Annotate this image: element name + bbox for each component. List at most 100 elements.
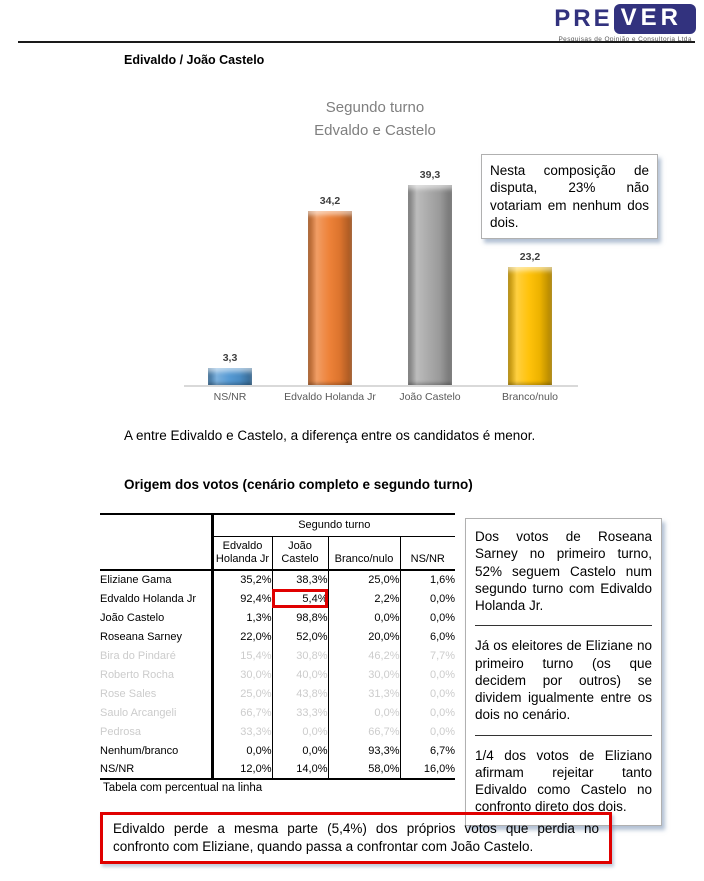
table-group-row: Segundo turno	[100, 513, 456, 571]
table-row: NS/NR 12,0% 14,0% 58,0% 16,0%	[100, 760, 456, 780]
row-label: Roberto Rocha	[100, 668, 174, 681]
cell: 0,0%	[399, 703, 456, 722]
logo-text-ver: VER	[613, 4, 696, 34]
cell: 16,0%	[399, 760, 456, 780]
table-row: Bira do Pindaré 15,4% 30,8% 46,2% 7,7%	[100, 646, 456, 665]
cell: 33,3%	[271, 703, 328, 722]
cell: 0,0%	[327, 608, 400, 627]
bar	[408, 185, 452, 385]
row-label: Roseana Sarney	[100, 630, 182, 643]
cell: 15,4%	[210, 646, 272, 665]
chart-comment: A entre Edivaldo e Castelo, a diferença …	[124, 428, 536, 443]
cell: 2,2%	[327, 589, 400, 608]
cell: 0,0%	[210, 741, 272, 760]
table-row: Edvaldo Holanda Jr 92,4% 5,4% 2,2% 0,0%	[100, 589, 456, 608]
cell: 1,6%	[399, 570, 456, 589]
bar-chart-xaxis: NS/NR Edvaldo Holanda Jr João Castelo Branc…	[180, 391, 580, 403]
bar	[208, 368, 252, 385]
column-header: Branco/nulo	[327, 536, 400, 571]
table-row: Roberto Rocha 30,0% 40,0% 30,0% 0,0%	[100, 665, 456, 684]
cell: 46,2%	[327, 646, 400, 665]
cell: 35,2%	[210, 570, 272, 589]
cell: 98,8%	[271, 608, 328, 627]
category-label: NS/NR	[213, 391, 247, 403]
category-label: Branco/nulo	[501, 391, 559, 403]
category-label: Edvaldo Holanda Jr	[284, 391, 376, 403]
row-label: Edvaldo Holanda Jr	[100, 592, 197, 605]
table-body: Eliziane Gama 35,2% 38,3% 25,0% 1,6% Edvaldo …	[100, 570, 456, 780]
bar	[308, 211, 352, 385]
group-header: Segundo turno	[210, 513, 456, 537]
cell: 0,0%	[399, 665, 456, 684]
chart-title-line2: Edvaldo e Castelo	[314, 122, 436, 140]
table-section-title: Origem dos votos (cenário completo e seg…	[124, 477, 473, 492]
bar-value-label: 39,3	[419, 169, 441, 181]
chart-title-line1: Segundo turno	[325, 99, 425, 116]
bar-group: 34,2	[280, 195, 380, 385]
cell: 33,3%	[210, 722, 272, 741]
row-label: Eliziane Gama	[100, 574, 172, 586]
table-corner-cell	[100, 513, 212, 571]
cell: 0,0%	[327, 703, 400, 722]
table-row: Rose Sales 25,0% 43,8% 31,3% 0,0%	[100, 684, 456, 703]
cell: 0,0%	[399, 684, 456, 703]
logo-text-pre: PRE	[554, 5, 613, 32]
table-row: João Castelo 1,3% 98,8% 0,0% 0,0%	[100, 608, 456, 627]
table-row: Roseana Sarney 22,0% 52,0% 20,0% 6,0%	[100, 627, 456, 646]
conclusion-box: Edivaldo perde a mesma parte (5,4%) dos …	[100, 812, 612, 864]
table-header: Segundo turno Edvaldo Holanda Jr João Cas…	[100, 513, 456, 571]
row-label: Nenhum/branco	[100, 744, 179, 757]
column-header: João Castelo	[271, 536, 328, 571]
cell: 25,0%	[210, 684, 272, 703]
cell: 0,0%	[399, 722, 456, 741]
cell: 25,0%	[327, 570, 400, 589]
note-divider	[475, 625, 652, 627]
cell: 31,3%	[327, 684, 400, 703]
cell: 66,7%	[210, 703, 272, 722]
chart-title: Segundo turno Edvaldo e Castelo	[175, 96, 575, 143]
bar-group: 23,2	[480, 251, 580, 385]
bar-group: 39,3	[380, 169, 480, 385]
row-label: Rose Sales	[100, 687, 157, 700]
row-label: Bira do Pindaré	[100, 649, 176, 662]
cell: 0,0%	[399, 589, 456, 608]
cell: 43,8%	[271, 684, 328, 703]
column-header: NS/NR	[399, 536, 456, 571]
cell: 0,0%	[271, 741, 328, 760]
cell: 92,4%	[210, 589, 272, 608]
row-label: Saulo Arcangeli	[100, 706, 177, 719]
logo-wordmark: PRE VER	[554, 4, 696, 34]
category-label: João Castelo	[399, 391, 461, 403]
row-label: Pedrosa	[100, 725, 141, 738]
page-title: Edivaldo / João Castelo	[124, 53, 265, 67]
cell: 6,0%	[399, 627, 456, 646]
cell: 40,0%	[271, 665, 328, 684]
cell: 30,8%	[271, 646, 328, 665]
cell: 20,0%	[327, 627, 400, 646]
side-note-box: Dos votos de Roseana Sarney no primeiro …	[465, 518, 662, 826]
prever-logo: PRE VER Pesquisas de Opinião e Consultor…	[554, 4, 696, 43]
side-note: 1/4 dos votos de Eliziano afirmam rejeit…	[475, 747, 652, 815]
table-columns-row: Edvaldo Holanda Jr João Castelo Branco/nul…	[100, 536, 456, 571]
table-row: Pedrosa 33,3% 0,0% 66,7% 0,0%	[100, 722, 456, 741]
header-divider	[18, 41, 695, 43]
cell: 0,0%	[271, 722, 328, 741]
chart-note-box: Nesta composição de disputa, 23% não vot…	[481, 154, 658, 240]
cell: 14,0%	[271, 760, 328, 780]
bar	[508, 267, 552, 385]
bar-group: 3,3	[180, 352, 280, 385]
table-caption: Tabela com percentual na linha	[103, 782, 263, 794]
bar-value-label: 3,3	[222, 352, 238, 364]
cell: 1,3%	[210, 608, 272, 627]
cell: 30,0%	[210, 665, 272, 684]
side-note: Já os eleitores de Eliziane no primeiro …	[475, 638, 652, 723]
cell: 66,7%	[327, 722, 400, 741]
table-row: Saulo Arcangeli 66,7% 33,3% 0,0% 0,0%	[100, 703, 456, 722]
bar-value-label: 23,2	[519, 251, 541, 263]
column-header: Edvaldo Holanda Jr	[210, 536, 272, 571]
cell: 0,0%	[399, 608, 456, 627]
cell: 22,0%	[210, 627, 272, 646]
cell: 30,0%	[327, 665, 400, 684]
highlighted-cell: 5,4%	[271, 589, 328, 608]
